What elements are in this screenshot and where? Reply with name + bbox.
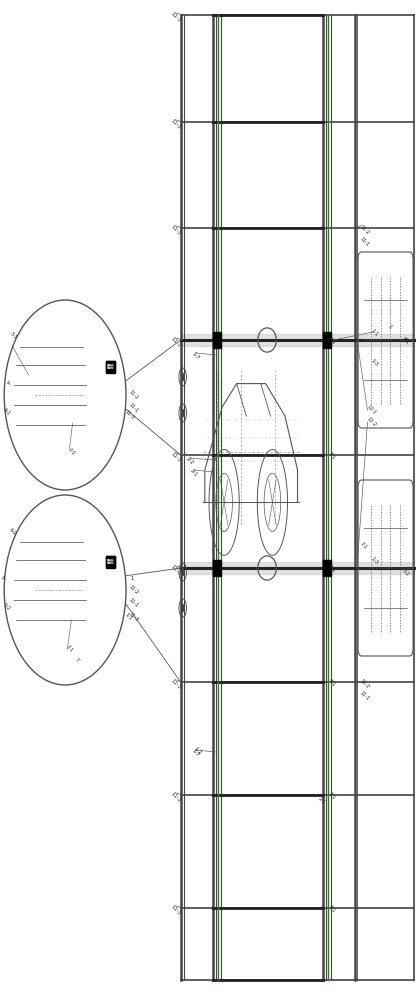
Bar [181, 562, 414, 574]
Circle shape [181, 568, 184, 576]
Text: 7-1: 7-1 [327, 336, 336, 346]
Text: 放大图: 放大图 [107, 364, 114, 368]
Text: 11-1: 11-1 [128, 403, 139, 414]
Text: 放大图: 放大图 [107, 365, 114, 369]
Bar [106, 556, 115, 567]
Circle shape [181, 604, 184, 612]
Bar [213, 560, 221, 576]
Bar [106, 556, 115, 568]
Text: 11-3: 11-3 [170, 904, 182, 916]
Text: 1-7: 1-7 [191, 748, 201, 758]
Text: 3-1: 3-1 [401, 336, 410, 346]
Circle shape [181, 409, 184, 417]
Text: 11-2: 11-2 [128, 585, 139, 596]
Bar [323, 332, 331, 348]
Text: 1-3: 1-3 [370, 556, 379, 566]
Text: 11-3: 11-3 [170, 11, 182, 23]
Text: 11-3: 11-3 [124, 410, 135, 421]
Text: 11-1: 11-1 [359, 236, 370, 248]
Bar [106, 361, 115, 372]
Text: 11-2: 11-2 [359, 678, 370, 690]
Text: 2-2: 2-2 [185, 456, 194, 466]
Text: 11-2: 11-2 [359, 224, 370, 236]
Text: 1: 1 [386, 324, 392, 330]
Bar [106, 361, 115, 373]
Text: 11-1: 11-1 [128, 598, 139, 609]
Text: 11-2: 11-2 [128, 390, 139, 401]
Text: 1: 1 [130, 576, 133, 581]
Text: 放大图: 放大图 [107, 560, 114, 564]
Circle shape [181, 373, 184, 381]
Text: 12-1: 12-1 [365, 404, 377, 416]
Text: 放大图: 放大图 [107, 560, 114, 564]
Text: 6-2: 6-2 [8, 527, 18, 536]
Text: 7-1: 7-1 [359, 541, 368, 551]
Text: 1-3: 1-3 [370, 358, 379, 368]
Text: 7-1: 7-1 [327, 791, 336, 801]
Text: 1-1: 1-1 [370, 328, 379, 338]
Text: 7: 7 [74, 657, 79, 663]
Text: 7-1: 7-1 [327, 564, 336, 574]
Text: 7-1: 7-1 [65, 644, 74, 653]
Text: 1-1: 1-1 [124, 612, 133, 621]
Text: 11-3: 11-3 [170, 564, 182, 576]
Text: 12-2: 12-2 [365, 416, 377, 428]
Text: 11-3: 11-3 [170, 224, 182, 236]
Text: 11-1: 11-1 [359, 690, 370, 702]
Text: 11-3: 11-3 [170, 336, 182, 348]
Text: 2-1: 2-1 [317, 796, 326, 806]
Text: 11-3: 11-3 [170, 678, 182, 690]
Text: 7-1: 7-1 [327, 451, 336, 461]
Text: 11-3: 11-3 [170, 118, 182, 130]
Text: 11-3: 11-3 [170, 451, 182, 463]
Text: 5-2: 5-2 [2, 602, 11, 611]
Text: 2-1: 2-1 [189, 468, 199, 478]
Text: 11-3: 11-3 [128, 612, 139, 623]
Bar [323, 560, 331, 576]
Text: 6-1: 6-1 [2, 407, 11, 416]
Bar [213, 332, 221, 348]
Text: 1-2: 1-2 [192, 746, 202, 756]
Text: 7-1: 7-1 [327, 904, 336, 914]
Text: 1-7: 1-7 [191, 351, 201, 361]
Text: 3-2: 3-2 [401, 568, 410, 578]
Text: 5-1: 5-1 [8, 331, 18, 340]
Text: 7-1: 7-1 [327, 678, 336, 688]
Text: 7-1: 7-1 [67, 447, 76, 456]
Text: 4: 4 [6, 381, 9, 386]
Text: 4: 4 [2, 576, 5, 581]
Text: 11-3: 11-3 [170, 791, 182, 803]
Bar [181, 334, 414, 346]
